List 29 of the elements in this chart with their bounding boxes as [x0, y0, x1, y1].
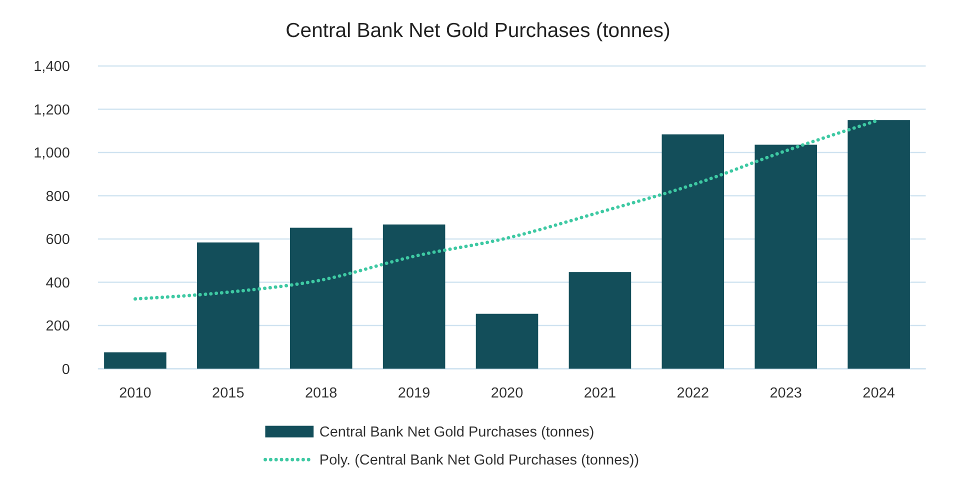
- bar: [382, 224, 446, 369]
- bar: [568, 272, 632, 369]
- y-tick-label: 1,000: [34, 146, 70, 162]
- x-tick-label: 2010: [119, 386, 152, 402]
- bar: [476, 314, 538, 369]
- x-tick-label: 2018: [304, 386, 338, 402]
- x-tick-label: 2024: [862, 386, 895, 402]
- x-tick-label: 2022: [676, 386, 710, 402]
- chart-title: Central Bank Net Gold Purchases (tonnes): [286, 20, 670, 42]
- y-tick-label: 800: [46, 188, 70, 205]
- y-tick-label: 0: [62, 362, 70, 378]
- bar: [290, 228, 352, 369]
- legend-label: Poly. (Central Bank Net Gold Purchases (tonnes)): [319, 452, 640, 469]
- legend-label: Central Bank Net Gold Purchases (tonnes): [319, 424, 594, 441]
- y-tick-label: 1,400: [34, 59, 70, 76]
- x-tick-label: 2021: [584, 386, 616, 402]
- y-tick-label: 600: [46, 232, 70, 248]
- x-tick-label: 2019: [398, 386, 430, 402]
- bar: [754, 144, 818, 369]
- x-tick-label: 2023: [770, 386, 802, 402]
- y-tick-label: 200: [46, 318, 70, 335]
- bar: [197, 242, 260, 369]
- y-tick-label: 400: [46, 275, 70, 292]
- x-tick-label: 2015: [212, 386, 244, 402]
- y-tick-label: 1,200: [34, 102, 70, 118]
- bar: [848, 120, 910, 369]
- bar: [662, 134, 724, 369]
- x-tick-label: 2020: [490, 386, 524, 402]
- bar: [104, 352, 166, 369]
